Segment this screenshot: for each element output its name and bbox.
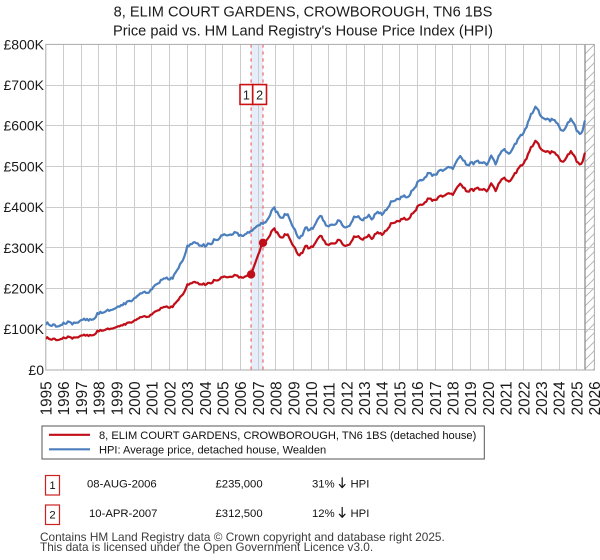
svg-text:1998: 1998: [92, 381, 109, 415]
svg-text:8, ELIM COURT GARDENS, CROWBOR: 8, ELIM COURT GARDENS, CROWBOROUGH, TN6 …: [114, 5, 493, 21]
svg-text:Price paid vs. HM Land Registr: Price paid vs. HM Land Registry's House …: [113, 23, 493, 39]
svg-text:2011: 2011: [322, 382, 339, 415]
svg-text:£0: £0: [28, 362, 44, 378]
svg-text:£312,500: £312,500: [216, 508, 263, 520]
svg-text:2005: 2005: [216, 381, 233, 415]
svg-text:2013: 2013: [357, 381, 374, 415]
svg-text:2023: 2023: [534, 381, 551, 415]
svg-text:2020: 2020: [481, 381, 498, 415]
svg-text:2003: 2003: [180, 381, 197, 415]
svg-text:2002: 2002: [162, 381, 179, 415]
svg-text:2026: 2026: [587, 381, 600, 415]
svg-text:2000: 2000: [127, 381, 144, 415]
svg-text:12%: 12%: [312, 508, 335, 520]
svg-text:8, ELIM COURT GARDENS, CROWBOR: 8, ELIM COURT GARDENS, CROWBOROUGH, TN6 …: [99, 430, 476, 442]
svg-text:2008: 2008: [269, 381, 286, 415]
svg-text:£400K: £400K: [4, 199, 45, 215]
svg-text:2004: 2004: [198, 381, 215, 416]
svg-text:2016: 2016: [410, 381, 427, 415]
svg-text:£235,000: £235,000: [216, 478, 263, 490]
svg-text:2007: 2007: [251, 381, 268, 415]
svg-text:£800K: £800K: [4, 36, 45, 52]
svg-text:2010: 2010: [304, 381, 321, 415]
svg-text:2024: 2024: [552, 381, 569, 416]
svg-text:1999: 1999: [109, 381, 126, 415]
svg-text:1: 1: [49, 480, 55, 492]
svg-text:This data is licensed under th: This data is licensed under the Open Gov…: [40, 540, 373, 554]
svg-text:2015: 2015: [392, 381, 409, 415]
svg-text:2001: 2001: [145, 381, 162, 415]
svg-text:1996: 1996: [56, 381, 73, 415]
svg-text:2025: 2025: [569, 381, 586, 415]
svg-text:2012: 2012: [339, 381, 356, 415]
svg-text:£100K: £100K: [4, 321, 45, 337]
svg-text:2009: 2009: [286, 381, 303, 415]
svg-text:2022: 2022: [516, 381, 533, 415]
svg-text:2019: 2019: [463, 381, 480, 415]
svg-text:£300K: £300K: [4, 240, 45, 256]
svg-text:2: 2: [49, 510, 55, 522]
svg-text:£700K: £700K: [4, 77, 45, 93]
svg-text:HPI: HPI: [351, 478, 370, 490]
svg-text:2021: 2021: [499, 381, 516, 415]
svg-text:2: 2: [256, 88, 263, 102]
svg-text:1997: 1997: [74, 381, 91, 415]
svg-text:HPI: HPI: [351, 508, 370, 520]
svg-text:1995: 1995: [39, 381, 56, 415]
svg-text:2018: 2018: [446, 381, 463, 415]
svg-text:08-AUG-2006: 08-AUG-2006: [87, 478, 157, 490]
svg-text:£500K: £500K: [4, 158, 45, 174]
svg-text:£200K: £200K: [4, 281, 45, 297]
svg-text:1: 1: [243, 88, 250, 102]
svg-text:Contains HM Land Registry data: Contains HM Land Registry data © Crown c…: [40, 530, 445, 544]
svg-text:£600K: £600K: [4, 118, 45, 134]
svg-text:2017: 2017: [428, 381, 445, 415]
svg-text:31%: 31%: [312, 478, 335, 490]
svg-text:10-APR-2007: 10-APR-2007: [89, 508, 157, 520]
svg-text:2006: 2006: [233, 381, 250, 415]
svg-text:HPI: Average price, detached h: HPI: Average price, detached house, Weal…: [99, 444, 326, 456]
svg-text:2014: 2014: [375, 381, 392, 416]
